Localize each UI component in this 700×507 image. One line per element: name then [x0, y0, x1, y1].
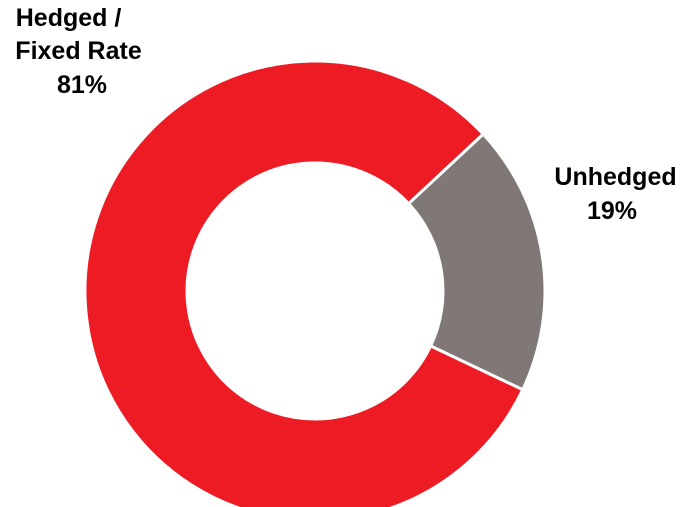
- donut-slices: [83, 59, 547, 507]
- slice-label-unhedged-line-1: Unhedged: [554, 163, 676, 191]
- slice-label-hedged-line-1: Hedged /: [16, 4, 122, 32]
- slice-unhedged: [406, 132, 547, 392]
- slice-value-hedged: 81%: [57, 71, 107, 99]
- slice-value-unhedged: 19%: [587, 197, 637, 225]
- slice-label-unhedged: Unhedged 19%: [554, 163, 683, 225]
- slice-hedged-fixed-rate: [83, 59, 525, 507]
- slice-label-hedged: Hedged / Fixed Rate 81%: [15, 4, 148, 99]
- slice-label-hedged-line-2: Fixed Rate: [15, 37, 142, 65]
